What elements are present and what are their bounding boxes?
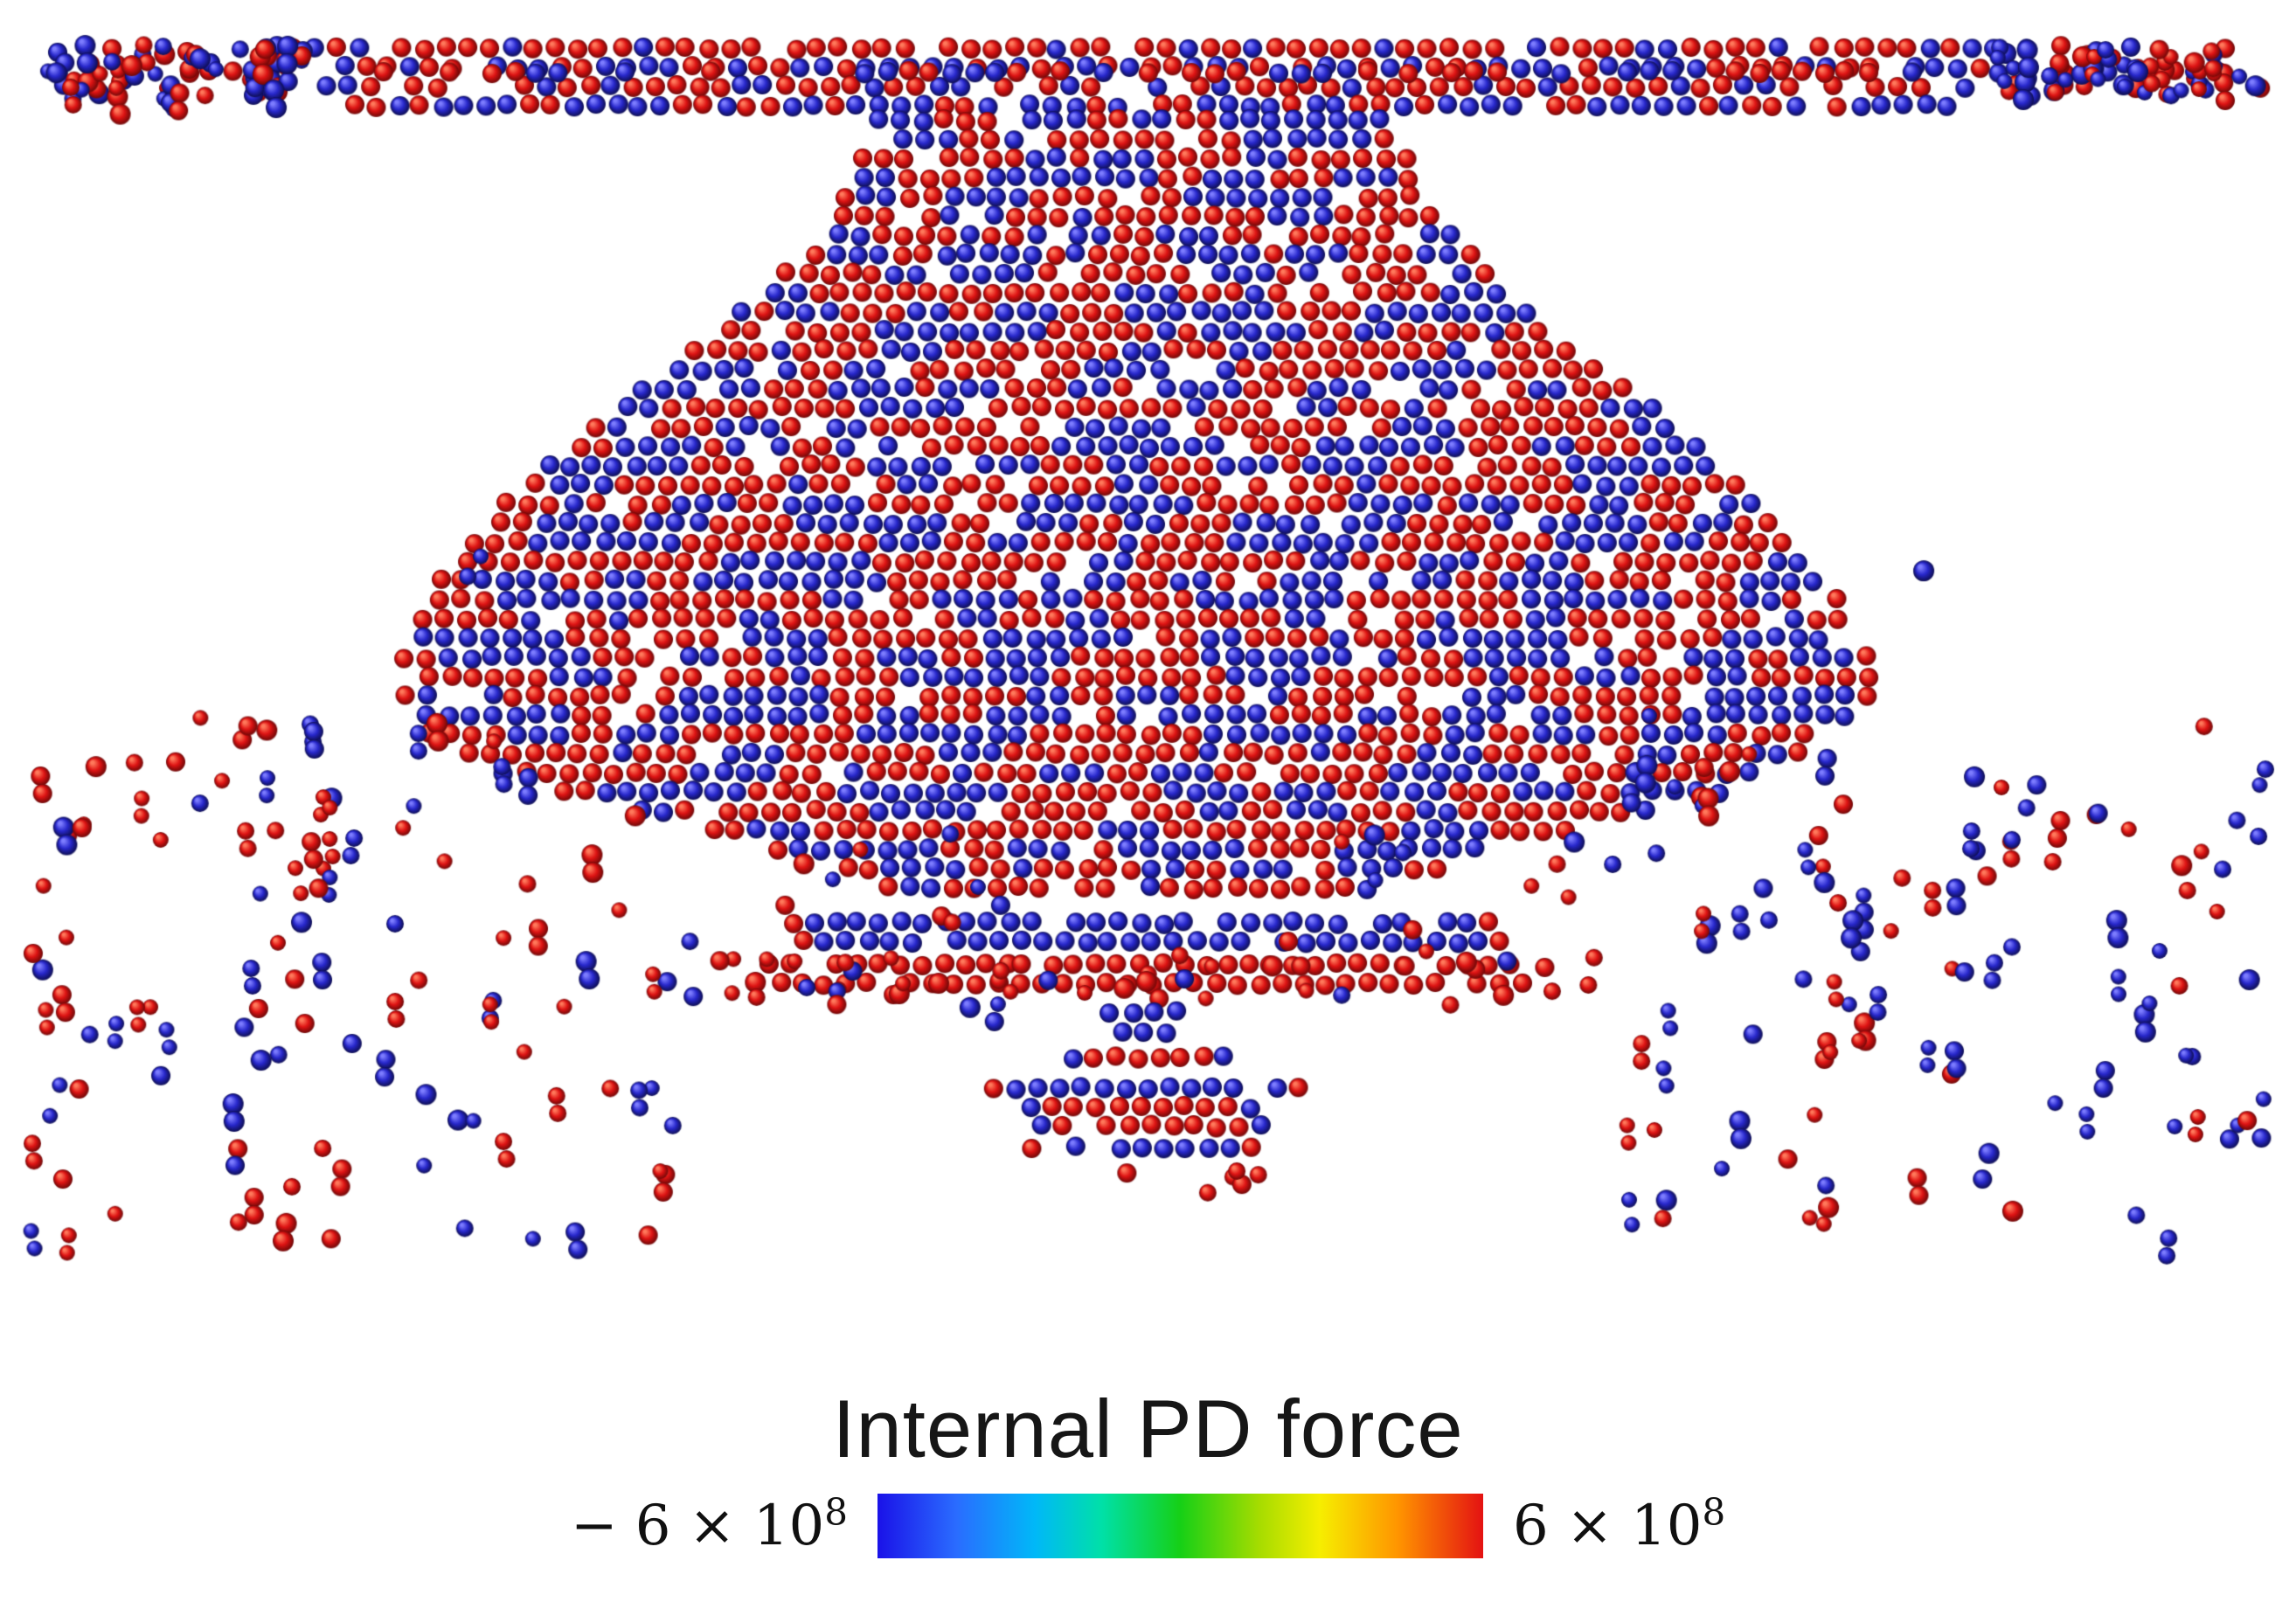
colorbar-gradient [877, 1493, 1483, 1558]
colorbar-min-label: − 6 × 108 [571, 1494, 848, 1554]
colorbar-max-label: 6 × 108 [1513, 1494, 1725, 1554]
colorbar-title: Internal PD force [832, 1383, 1464, 1474]
colorbar-legend: Internal PD force − 6 × 108 6 × 108 [0, 1383, 2296, 1558]
colorbar-row: − 6 × 108 6 × 108 [0, 1493, 2296, 1558]
colorbar-min-label-text: − 6 × 10 [570, 1493, 825, 1558]
colorbar-max-label-text: 6 × 10 [1512, 1493, 1703, 1558]
colorbar-max-label-exponent: 8 [1702, 1490, 1726, 1534]
colorbar-min-label-exponent: 8 [824, 1490, 848, 1534]
